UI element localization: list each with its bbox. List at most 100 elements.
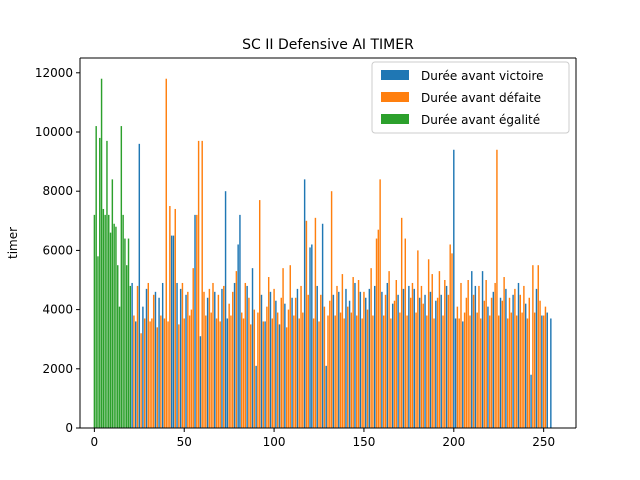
bar-victoire — [214, 291, 216, 428]
bar-defaite — [336, 285, 338, 428]
bar-defaite — [190, 309, 193, 428]
y-tick-label: 6000 — [42, 243, 73, 257]
bar-egalite — [111, 179, 114, 428]
bar-victoire — [435, 300, 437, 428]
bar-victoire — [185, 294, 187, 428]
bar-victoire — [138, 143, 141, 428]
bar-victoire — [445, 285, 448, 428]
bar-defaite — [533, 312, 536, 428]
bar-egalite — [122, 214, 124, 428]
bar-defaite — [149, 321, 151, 428]
bar-egalite — [113, 223, 115, 428]
bars-layer — [93, 78, 552, 429]
bar-egalite — [109, 232, 112, 428]
bar-defaite — [503, 277, 505, 428]
bar-defaite — [485, 280, 487, 428]
bar-victoire — [474, 285, 477, 428]
bar-defaite — [426, 315, 428, 428]
bar-defaite — [542, 315, 545, 428]
bar-defaite — [250, 324, 252, 428]
bar-defaite — [489, 315, 491, 428]
bar-victoire — [224, 191, 227, 428]
bar-victoire — [345, 288, 347, 428]
bar-egalite — [118, 306, 121, 428]
bar-defaite — [205, 315, 207, 428]
bar-victoire — [462, 321, 464, 428]
bar-defaite — [544, 306, 547, 428]
bar-victoire — [471, 271, 473, 428]
bar-defaite — [167, 321, 169, 428]
y-tick-label: 10000 — [35, 125, 73, 139]
bar-defaite — [197, 140, 200, 428]
bar-defaite — [431, 274, 433, 428]
x-tick-label: 150 — [352, 435, 375, 449]
bar-defaite — [444, 280, 446, 428]
bar-defaite — [478, 285, 480, 428]
legend-swatch-egalite — [381, 114, 409, 124]
bar-defaite — [294, 297, 297, 428]
bar-defaite — [267, 277, 270, 428]
bar-defaite — [341, 274, 344, 428]
bar-victoire — [418, 297, 421, 428]
bar-defaite — [314, 217, 317, 428]
bar-defaite — [537, 265, 539, 428]
bar-victoire — [368, 288, 371, 428]
legend-swatch-defaite — [381, 92, 409, 102]
bar-defaite — [258, 200, 261, 428]
x-tick-label: 100 — [263, 435, 286, 449]
bar-victoire — [424, 294, 426, 428]
bar-defaite — [508, 297, 511, 428]
bar-defaite — [506, 318, 509, 428]
bar-defaite — [420, 285, 423, 428]
bar-egalite — [126, 265, 128, 428]
bar-egalite — [124, 238, 126, 428]
legend-label-victoire: Durée avant victoire — [421, 69, 544, 83]
bar-defaite — [178, 324, 180, 428]
bar-defaite — [262, 321, 265, 428]
bar-defaite — [133, 315, 135, 428]
bar-defaite — [379, 179, 381, 428]
bar-defaite — [152, 294, 155, 428]
bar-defaite — [451, 253, 453, 428]
bar-egalite — [99, 137, 101, 429]
bar-egalite — [115, 226, 117, 428]
bar-victoire — [397, 294, 399, 428]
bar-victoire — [316, 285, 318, 428]
bar-defaite — [203, 291, 205, 428]
bar-defaite — [442, 315, 444, 428]
bar-defaite — [183, 318, 185, 428]
bar-defaite — [334, 315, 336, 428]
bar-victoire — [275, 300, 277, 428]
bar-victoire — [391, 303, 394, 428]
bar-defaite — [480, 318, 482, 428]
bar-victoire — [381, 291, 383, 428]
bar-defaite — [339, 312, 342, 428]
bar-victoire — [354, 282, 356, 428]
bar-victoire — [408, 285, 410, 428]
bar-defaite — [323, 306, 326, 428]
bar-egalite — [102, 208, 105, 428]
bar-defaite — [300, 285, 302, 428]
bar-victoire — [309, 247, 311, 428]
bar-victoire — [278, 324, 281, 428]
bar-victoire — [154, 291, 157, 428]
bar-defaite — [411, 282, 414, 428]
axes-layer — [79, 57, 577, 429]
bar-egalite — [129, 285, 132, 428]
bar-victoire — [221, 288, 223, 428]
bar-defaite — [305, 220, 308, 428]
bar-defaite — [156, 327, 158, 428]
bar-defaite — [395, 280, 398, 428]
bar-egalite — [117, 265, 119, 428]
bar-victoire — [284, 303, 286, 428]
bar-victoire — [505, 288, 507, 428]
bar-victoire — [260, 294, 263, 428]
bar-defaite — [390, 318, 392, 428]
bar-defaite — [521, 312, 523, 428]
bar-defaite — [248, 297, 250, 428]
bar-victoire — [161, 282, 164, 428]
legend-swatch-victoire — [381, 70, 409, 80]
bar-defaite — [282, 268, 284, 428]
bar-victoire — [440, 294, 442, 428]
bar-victoire — [535, 288, 538, 428]
